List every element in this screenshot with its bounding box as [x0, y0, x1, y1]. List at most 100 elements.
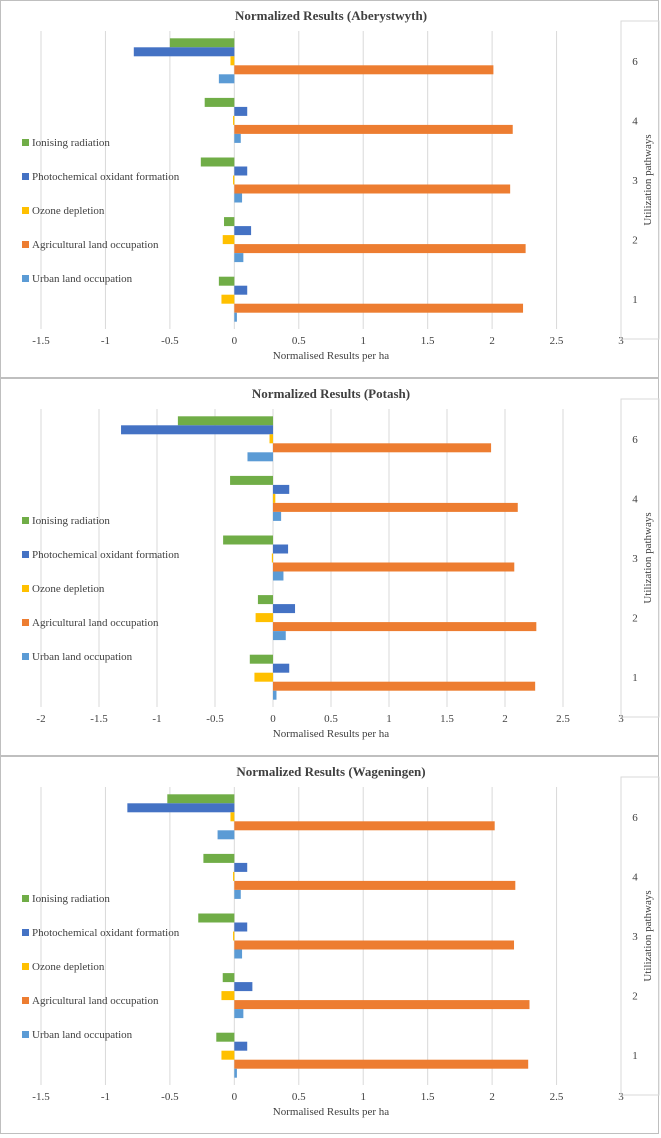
bar-photochemical-oxidant-formation-pathway-3 [234, 166, 248, 176]
category-label: 4 [632, 871, 638, 883]
bar-ozone-depletion-pathway-1 [254, 672, 273, 682]
bar-photochemical-oxidant-formation-pathway-6 [127, 803, 235, 813]
legend-label-agricultural-land-occupation: Agricultural land occupation [32, 239, 159, 251]
x-tick-label: 3 [618, 335, 624, 347]
bar-agricultural-land-occupation-pathway-1 [234, 1059, 529, 1069]
x-axis-label: Normalised Results per ha [273, 350, 390, 362]
legend-label-ozone-depletion: Ozone depletion [32, 205, 105, 217]
bar-urban-land-occupation-pathway-4 [273, 511, 282, 521]
x-tick-label: -0.5 [161, 1091, 179, 1103]
category-label: 6 [632, 812, 638, 824]
bar-ionising-radiation-pathway-6 [169, 38, 235, 48]
legend-swatch-ozone-depletion [22, 585, 29, 592]
bar-agricultural-land-occupation-pathway-3 [234, 184, 511, 194]
bar-ozone-depletion-pathway-3 [233, 175, 235, 185]
bar-ionising-radiation-pathway-3 [198, 913, 235, 923]
bar-urban-land-occupation-pathway-6 [218, 74, 235, 84]
bar-agricultural-land-occupation-pathway-4 [234, 124, 513, 134]
chart-title: Normalized Results (Aberystwyth) [235, 8, 427, 23]
legend-swatch-photochemical-oxidant-formation [22, 173, 29, 180]
bar-ozone-depletion-pathway-1 [221, 1050, 235, 1060]
chart-panel-potash: Normalized Results (Potash) -2 -1.5 -1 -0.5 0… [0, 378, 660, 756]
legend-label-ionising-radiation: Ionising radiation [32, 893, 110, 905]
legend-swatch-photochemical-oxidant-formation [22, 929, 29, 936]
bar-photochemical-oxidant-formation-pathway-2 [234, 226, 252, 236]
bar-agricultural-land-occupation-pathway-6 [273, 443, 492, 453]
bar-ionising-radiation-pathway-2 [222, 973, 235, 983]
bar-ionising-radiation-pathway-4 [204, 97, 235, 107]
category-label: 1 [632, 294, 638, 306]
x-tick-label: 2.5 [550, 1091, 564, 1103]
bar-urban-land-occupation-pathway-4 [234, 133, 241, 143]
legend-label-photochemical-oxidant-formation: Photochemical oxidant formation [32, 171, 180, 183]
bar-urban-land-occupation-pathway-3 [234, 949, 243, 959]
chart-title: Normalized Results (Wageningen) [236, 764, 425, 779]
y-axis-label: Utilization pathways [642, 890, 654, 981]
x-tick-label: -1.5 [32, 335, 50, 347]
bar-agricultural-land-occupation-pathway-2 [234, 1000, 530, 1010]
x-tick-label: 2.5 [550, 335, 564, 347]
bar-ionising-radiation-pathway-4 [230, 475, 273, 485]
category-label: 4 [632, 493, 638, 505]
x-tick-label: 0.5 [292, 1091, 306, 1103]
category-label: 2 [632, 235, 638, 247]
bar-ionising-radiation-pathway-2 [257, 595, 273, 605]
bar-urban-land-occupation-pathway-2 [234, 253, 244, 263]
bar-ozone-depletion-pathway-1 [221, 294, 235, 304]
x-tick-label: -1.5 [32, 1091, 50, 1103]
legend-label-ozone-depletion: Ozone depletion [32, 583, 105, 595]
bar-urban-land-occupation-pathway-2 [234, 1009, 244, 1019]
x-tick-label: -0.5 [161, 335, 179, 347]
x-tick-label: 1.5 [440, 713, 454, 725]
category-label: 2 [632, 991, 638, 1003]
category-label: 1 [632, 1050, 638, 1062]
y-axis-label: Utilization pathways [642, 134, 654, 225]
legend-swatch-ozone-depletion [22, 963, 29, 970]
category-axis-box [620, 20, 660, 340]
chart-panel-wageningen: Normalized Results (Wageningen) -1.5 -1 -0.… [0, 756, 660, 1134]
x-tick-label: 3 [618, 713, 624, 725]
bar-ionising-radiation-pathway-1 [249, 654, 273, 664]
bar-agricultural-land-occupation-pathway-6 [234, 821, 495, 831]
category-label: 6 [632, 56, 638, 68]
bar-ozone-depletion-pathway-6 [269, 434, 273, 444]
bar-ozone-depletion-pathway-6 [230, 56, 235, 66]
bar-ionising-radiation-pathway-2 [224, 217, 235, 227]
legend-label-photochemical-oxidant-formation: Photochemical oxidant formation [32, 927, 180, 939]
chart-title: Normalized Results (Potash) [252, 386, 410, 401]
bar-agricultural-land-occupation-pathway-3 [234, 940, 515, 950]
bar-ionising-radiation-pathway-3 [223, 535, 273, 545]
chart-potash: Normalized Results (Potash) -2 -1.5 -1 -0.5 0… [22, 386, 660, 740]
y-axis-label: Utilization pathways [642, 512, 654, 603]
bar-urban-land-occupation-pathway-6 [247, 452, 273, 462]
legend-swatch-ionising-radiation [22, 895, 29, 902]
bar-photochemical-oxidant-formation-pathway-6 [133, 47, 235, 57]
category-axis-box [620, 398, 660, 718]
bar-ionising-radiation-pathway-6 [167, 794, 235, 804]
legend-swatch-urban-land-occupation [22, 275, 29, 282]
legend-label-agricultural-land-occupation: Agricultural land occupation [32, 617, 159, 629]
category-axis-box [620, 776, 660, 1096]
x-tick-label: 1 [360, 335, 366, 347]
x-tick-label: 2.5 [556, 713, 570, 725]
bar-urban-land-occupation-pathway-1 [273, 690, 277, 700]
x-tick-label: 0 [270, 713, 276, 725]
x-tick-label: 2 [502, 713, 508, 725]
bar-ionising-radiation-pathway-3 [200, 157, 235, 167]
legend-swatch-agricultural-land-occupation [22, 241, 29, 248]
x-tick-label: 1.5 [421, 1091, 435, 1103]
legend-swatch-ozone-depletion [22, 207, 29, 214]
legend-label-ozone-depletion: Ozone depletion [32, 961, 105, 973]
legend-swatch-ionising-radiation [22, 139, 29, 146]
bar-urban-land-occupation-pathway-2 [273, 631, 286, 641]
bar-agricultural-land-occupation-pathway-3 [273, 562, 515, 572]
legend-label-photochemical-oxidant-formation: Photochemical oxidant formation [32, 549, 180, 561]
legend-swatch-photochemical-oxidant-formation [22, 551, 29, 558]
category-label: 4 [632, 115, 638, 127]
legend-swatch-agricultural-land-occupation [22, 619, 29, 626]
legend-label-ionising-radiation: Ionising radiation [32, 515, 110, 527]
bar-ionising-radiation-pathway-1 [218, 276, 235, 286]
bar-photochemical-oxidant-formation-pathway-1 [273, 663, 290, 673]
x-tick-label: -1 [101, 335, 110, 347]
bar-urban-land-occupation-pathway-1 [234, 1068, 237, 1078]
